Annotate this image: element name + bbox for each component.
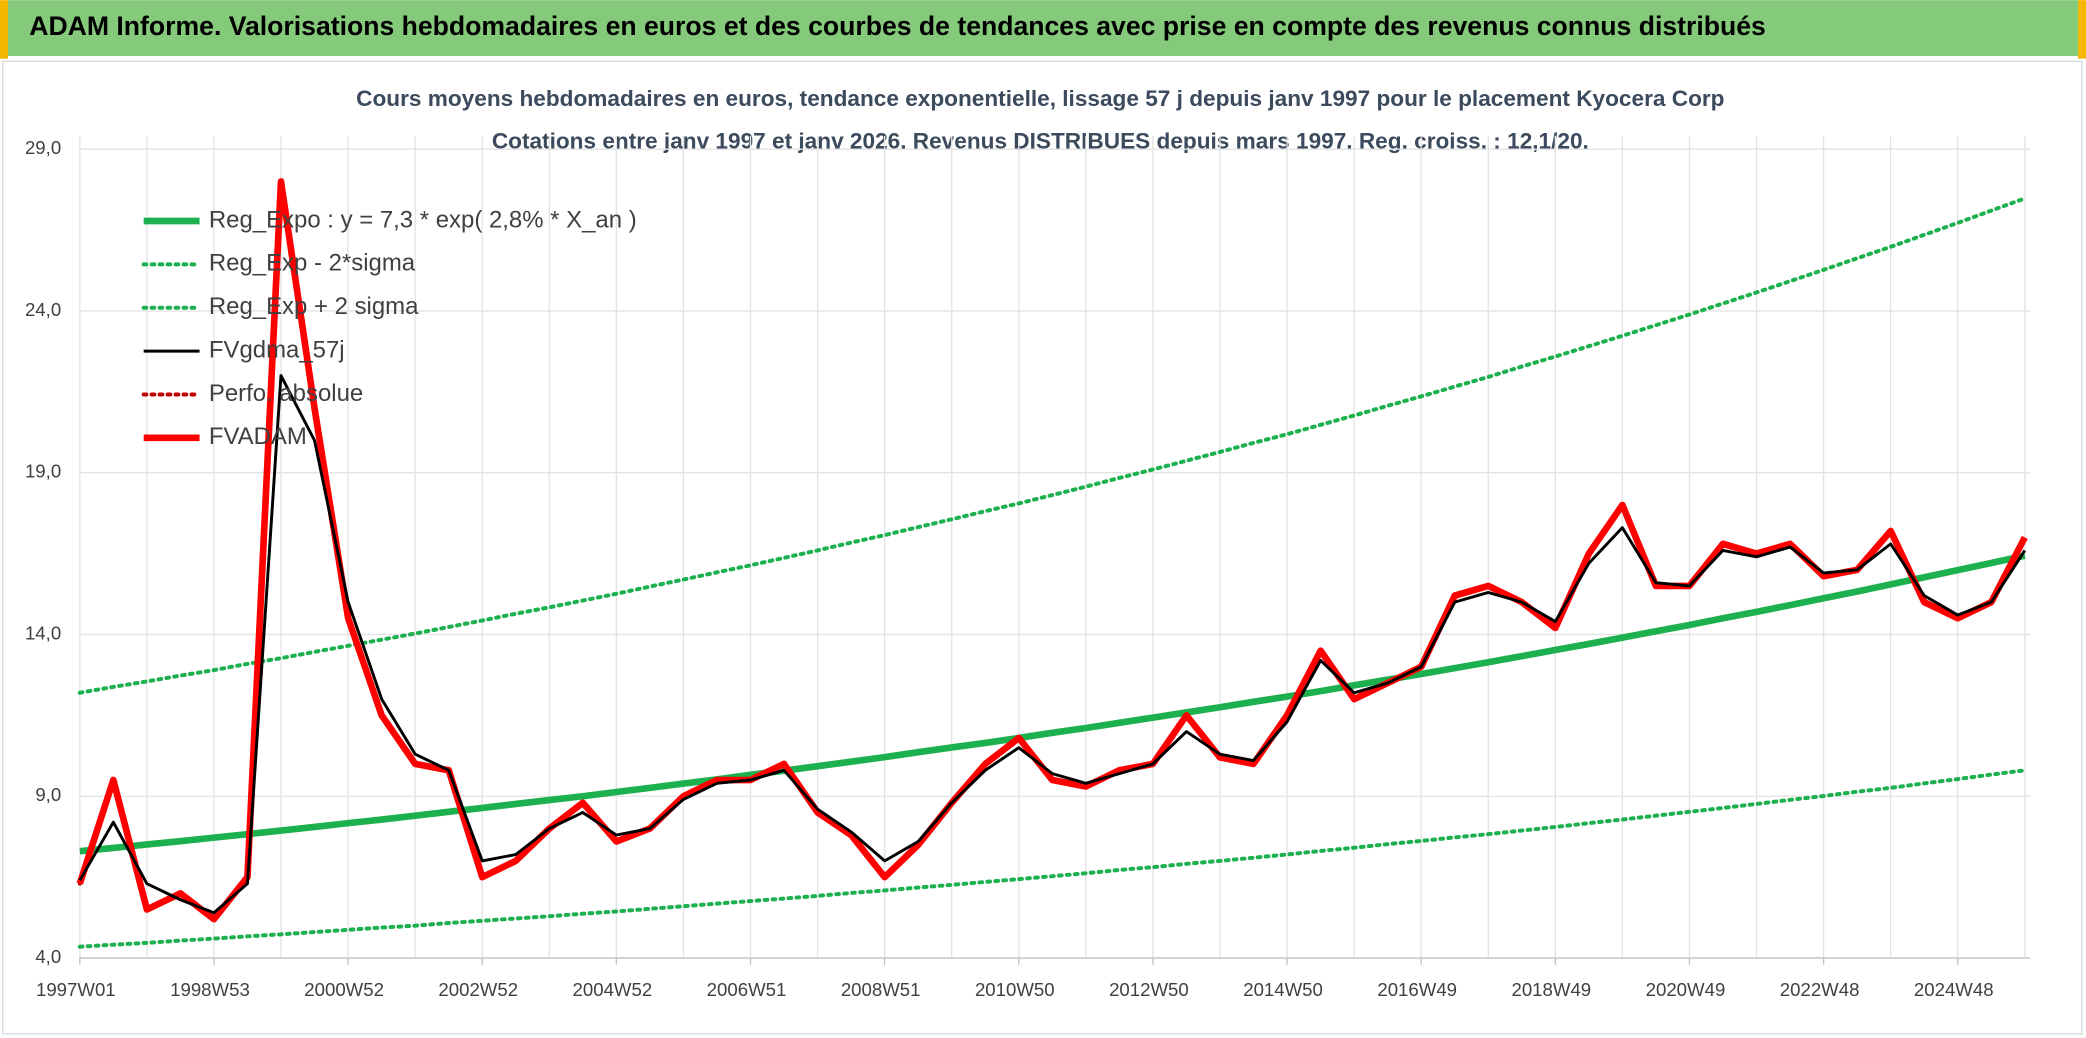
corner [0, 0, 8, 59]
x-tick-label: 2024W48 [1914, 979, 1994, 1000]
x-tick-label: 2020W49 [1646, 979, 1726, 1000]
legend-label: FVADAM [209, 423, 307, 450]
series-line [76, 178, 2028, 923]
x-tick-label: 2012W50 [1109, 979, 1189, 1000]
x-tick-label: 1998W53 [170, 979, 250, 1000]
series-line [79, 552, 2026, 855]
x-tick-label: 2002W52 [438, 979, 518, 1000]
chart-frame [1, 60, 2083, 1035]
x-tick-label: 2022W48 [1780, 979, 1860, 1000]
legend-label: Perfo. absolue [209, 380, 363, 407]
legend-label: FVgdma_57j [209, 336, 345, 363]
chart-title: Cours moyens hebdomadaires en euros, ten… [356, 86, 1724, 111]
series-line [77, 196, 2027, 695]
header-title: ADAM Informe. Valorisations hebdomadaire… [29, 11, 1766, 41]
legend: Reg_Expo : y = 7,3 * exp( 2,8% * X_an ) R… [141, 206, 637, 450]
series-line [77, 768, 2027, 949]
y-tick-label: 29,0 [25, 137, 61, 158]
y-tick-label: 19,0 [25, 461, 61, 482]
x-tick-label: 2014W50 [1243, 979, 1323, 1000]
x-tick-label: 2006W51 [707, 979, 787, 1000]
header-bar [7, 0, 2079, 57]
legend-label: Reg_Exp + 2 sigma [209, 293, 419, 320]
legend-label: Reg_Exp - 2*sigma [209, 250, 416, 277]
corner [2078, 0, 2086, 59]
plot [76, 178, 2028, 949]
y-tick-label: 4,0 [35, 946, 61, 967]
grid: 4,0 9,0 14,0 19,0 24,0 29,0 1997W01 1998W53 2000… [25, 135, 2031, 1000]
y-tick-label: 14,0 [25, 622, 61, 643]
y-tick-label: 9,0 [35, 784, 61, 805]
x-tick-label: 2016W49 [1377, 979, 1457, 1000]
legend-label: Reg_Expo : y = 7,3 * exp( 2,8% * X_an ) [209, 206, 637, 233]
x-tick-label: 2010W50 [975, 979, 1055, 1000]
series-line [78, 374, 2027, 915]
x-tick-label: 1997W01 [36, 979, 116, 1000]
x-tick-label: 2004W52 [573, 979, 653, 1000]
x-tick-label: 2018W49 [1511, 979, 1591, 1000]
y-tick-label: 24,0 [25, 299, 61, 320]
x-tick-label: 2000W52 [304, 979, 384, 1000]
x-tick-label: 2008W51 [841, 979, 921, 1000]
